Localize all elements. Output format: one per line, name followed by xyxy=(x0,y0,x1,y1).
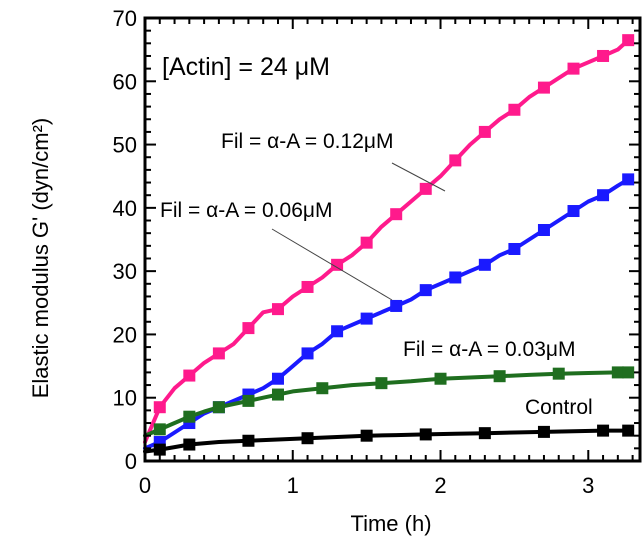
series-3-point-3 xyxy=(183,438,196,451)
y-tick-label: 0 xyxy=(125,449,137,474)
series-0-point-19 xyxy=(419,182,432,195)
series-1-point-13 xyxy=(331,325,344,338)
series-3-point-1 xyxy=(153,443,166,456)
series-line-3 xyxy=(143,428,631,454)
y-tick-label: 70 xyxy=(113,6,137,31)
plot-layer xyxy=(143,34,635,456)
series-0-point-7 xyxy=(242,322,255,335)
series-0-point-25 xyxy=(508,103,521,116)
series-2-point-9 xyxy=(271,388,284,401)
series-0-point-11 xyxy=(301,280,314,293)
series-0-point-5 xyxy=(212,347,225,360)
series-1-point-21 xyxy=(449,271,462,284)
series-3-point-17 xyxy=(597,424,610,437)
series-2-point-21 xyxy=(611,366,624,379)
annotation-actin-concentration: [Actin] = 24 μM xyxy=(162,53,330,81)
series-2-point-13 xyxy=(375,377,388,390)
series-0-point-33 xyxy=(622,34,635,47)
annotation-label-003: Fil = α-A = 0.03μM xyxy=(403,338,575,361)
series-1-point-11 xyxy=(301,347,314,360)
series-0-point-3 xyxy=(183,369,196,382)
leader-line-006 xyxy=(271,228,393,301)
series-1-point-29 xyxy=(567,205,580,218)
series-1-point-27 xyxy=(537,224,550,237)
series-0-point-27 xyxy=(537,81,550,94)
series-line-0 xyxy=(143,38,631,444)
series-1-point-15 xyxy=(360,312,373,325)
series-1-point-23 xyxy=(478,258,491,271)
series-0-point-31 xyxy=(597,49,610,62)
y-tick-label: 50 xyxy=(113,133,137,158)
series-2-point-22 xyxy=(622,366,635,379)
series-0-point-9 xyxy=(271,303,284,316)
series-0-point-21 xyxy=(449,154,462,167)
y-axis-label: Elastic modulus G' (dyn/cm²) xyxy=(28,118,53,399)
series-3-point-7 xyxy=(301,432,314,445)
y-tick-label: 60 xyxy=(113,69,137,94)
series-0-point-15 xyxy=(360,236,373,249)
series-0-point-1 xyxy=(153,401,166,414)
series-2-point-5 xyxy=(212,401,225,414)
annotation-label-control: Control xyxy=(525,396,593,419)
series-0-point-29 xyxy=(567,62,580,75)
series-3-point-9 xyxy=(360,429,373,442)
series-1-point-19 xyxy=(419,284,432,297)
series-3-point-13 xyxy=(478,427,491,440)
leader-line-012 xyxy=(391,162,446,192)
x-tick-label: 0 xyxy=(139,473,151,498)
series-2-point-11 xyxy=(316,382,329,395)
x-tick-label: 3 xyxy=(582,473,594,498)
y-tick-label: 10 xyxy=(113,386,137,411)
series-2-point-7 xyxy=(242,394,255,407)
series-2-point-17 xyxy=(493,370,506,383)
x-axis-label: Time (h) xyxy=(350,511,431,536)
series-1-point-9 xyxy=(271,372,284,385)
series-2-point-1 xyxy=(153,423,166,436)
series-3-point-15 xyxy=(537,425,550,438)
series-3-point-11 xyxy=(419,428,432,441)
series-2-point-3 xyxy=(183,410,196,423)
axes-layer: 0 10 20 30 40 50 60 70 0 1 2 3 xyxy=(113,6,642,498)
annotation-label-012: Fil = α-A = 0.12μM xyxy=(221,130,393,153)
series-3-point-18 xyxy=(622,424,635,437)
series-2-point-15 xyxy=(434,372,447,385)
x-tick-label: 2 xyxy=(434,473,446,498)
y-tick-label: 20 xyxy=(113,322,137,347)
series-3-point-5 xyxy=(242,434,255,447)
y-tick-label: 30 xyxy=(113,259,137,284)
series-1-point-17 xyxy=(390,299,403,312)
series-1-point-25 xyxy=(508,242,521,255)
x-tick-label: 1 xyxy=(287,473,299,498)
series-1-point-31 xyxy=(597,189,610,202)
series-0-point-17 xyxy=(390,208,403,221)
series-1-point-33 xyxy=(622,173,635,186)
series-0-point-13 xyxy=(331,258,344,271)
y-tick-label: 40 xyxy=(113,196,137,221)
plot-frame xyxy=(143,16,642,463)
series-2-point-19 xyxy=(552,367,565,380)
annotation-label-006: Fil = α-A = 0.06μM xyxy=(160,199,332,222)
series-0-point-23 xyxy=(478,125,491,138)
